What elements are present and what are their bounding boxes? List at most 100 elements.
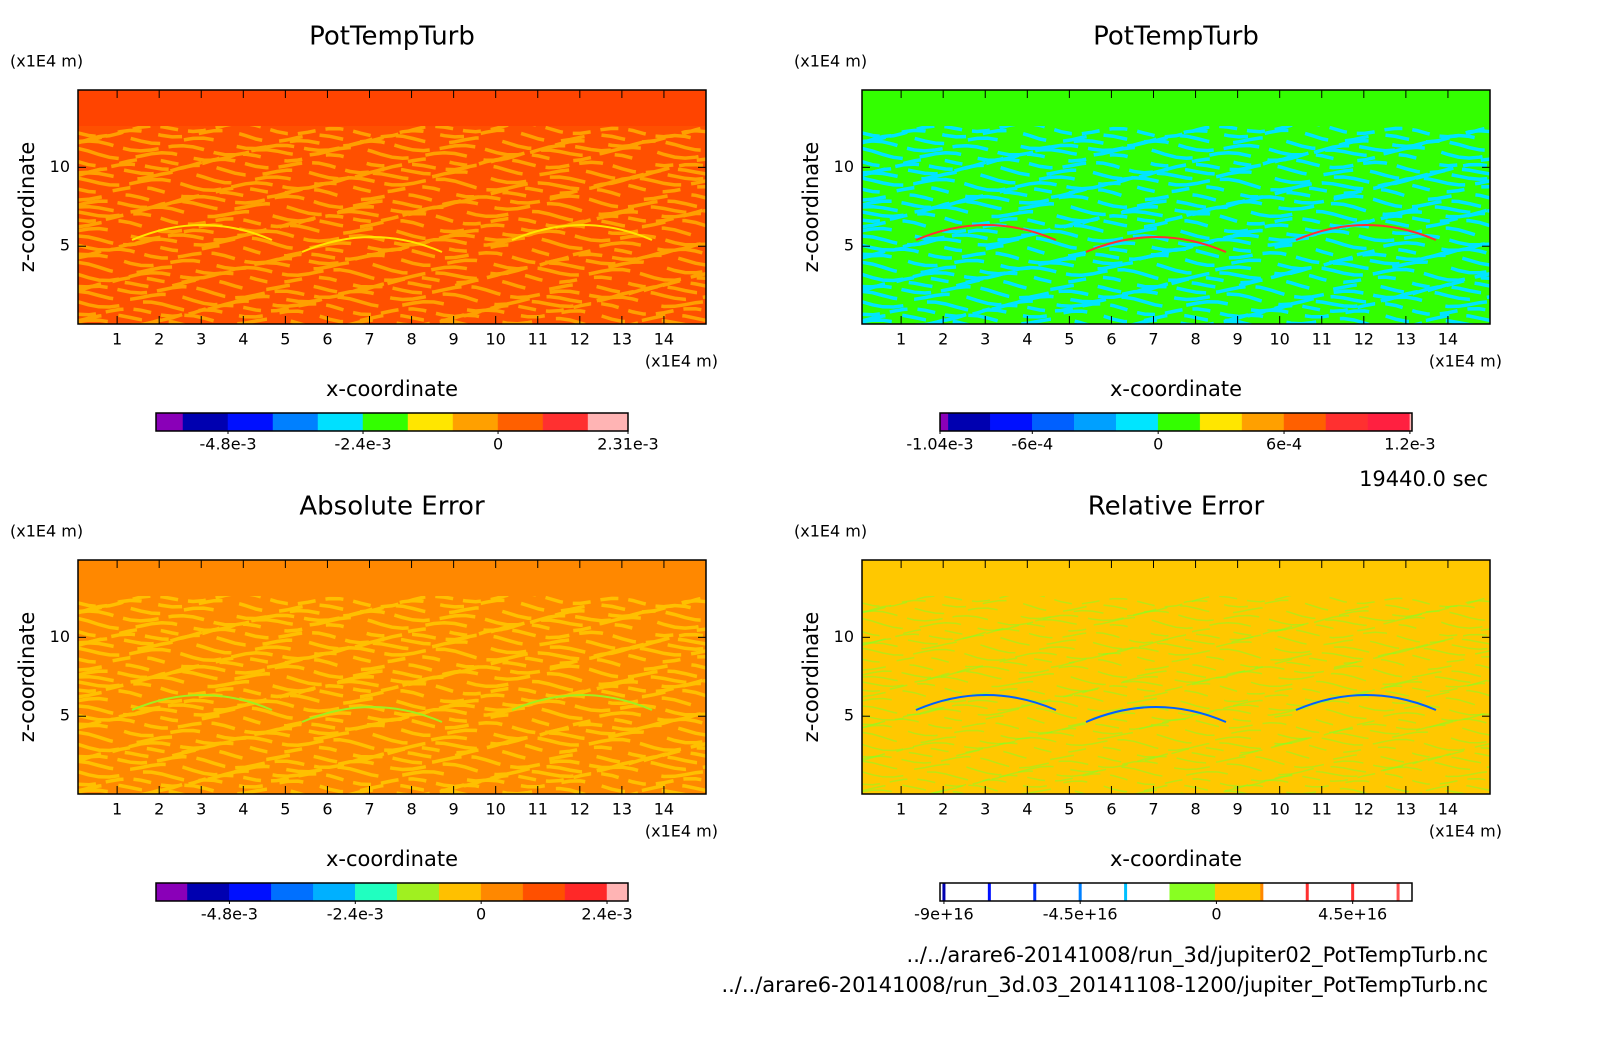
colorbar-tick-label: 4.5e+16 (1318, 905, 1387, 924)
field-stripe (78, 199, 706, 217)
field-stripe (862, 755, 1490, 769)
field-feature (301, 236, 443, 253)
colorbar-segment (480, 882, 524, 902)
plot-frame (861, 559, 1491, 795)
x-tick-label: 4 (1022, 800, 1032, 819)
colorbar-segment (1241, 412, 1285, 432)
chart-title: Absolute Error (299, 492, 485, 522)
field-stripe (862, 742, 1490, 758)
field-stripe (78, 765, 706, 783)
field-stripe (862, 760, 1490, 776)
colorbar-tick-label: -2.4e-3 (335, 435, 392, 454)
field-stripe (78, 664, 706, 680)
x-tick-label: 1 (112, 330, 122, 349)
y-axis-label: z-coordinate (799, 142, 823, 273)
field-stripe (862, 647, 1490, 661)
colorbar-frame (155, 882, 629, 902)
field-stripe (862, 610, 1490, 626)
x-tick-label: 3 (196, 800, 206, 819)
field-stripe (78, 170, 706, 187)
colorbar-tick-label: 0 (1211, 905, 1221, 924)
field-top (78, 560, 706, 596)
x-tick-label: 8 (1190, 800, 1200, 819)
field-stripe (862, 247, 1490, 265)
y-unit: (x1E4 m) (794, 522, 867, 541)
field-stripe (78, 145, 706, 163)
colorbar-segment (1352, 883, 1399, 901)
field-stripe (78, 640, 706, 657)
x-tick-label: 11 (1312, 330, 1332, 349)
colorbar-segment (155, 882, 188, 902)
x-tick-label: 10 (486, 330, 506, 349)
x-tick-label: 9 (449, 330, 459, 349)
field-feature (511, 694, 653, 711)
x-tick-label: 11 (528, 800, 548, 819)
field-stripe (862, 139, 1490, 157)
colorbar-segment (229, 882, 272, 902)
field-stripe (862, 194, 1490, 210)
x-unit: (x1E4 m) (1429, 352, 1502, 371)
x-tick-label: 12 (1354, 330, 1374, 349)
x-tick-label: 6 (1106, 800, 1116, 819)
colorbar-tick-label: 0 (476, 905, 486, 924)
y-axis-label: z-coordinate (15, 612, 39, 743)
field-stripe (78, 265, 706, 283)
field-stripe (862, 253, 1490, 271)
x-tick-label: 1 (896, 800, 906, 819)
field-feature (301, 706, 443, 723)
colorbar-segment (271, 882, 314, 902)
field-stripe (862, 634, 1490, 650)
x-tick-label: 11 (1312, 800, 1332, 819)
field-stripe (78, 730, 706, 746)
x-tick-label: 10 (1270, 330, 1290, 349)
y-tick-label: 5 (844, 706, 854, 725)
field-stripe (862, 670, 1490, 686)
x-tick-label: 13 (612, 800, 632, 819)
x-tick-label: 4 (238, 330, 248, 349)
y-unit: (x1E4 m) (10, 522, 83, 541)
field-stripe (862, 163, 1490, 181)
x-tick-label: 7 (364, 800, 374, 819)
x-tick-label: 6 (1106, 330, 1116, 349)
field-stripe (862, 682, 1490, 698)
x-tick-label: 7 (364, 330, 374, 349)
colorbar-segment (1398, 883, 1412, 901)
field-stripe (862, 736, 1490, 752)
colorbar-tick-label: -2.4e-3 (327, 905, 384, 924)
colorbar-segment (182, 412, 229, 432)
x-tick-label: 4 (1022, 330, 1032, 349)
x-unit: (x1E4 m) (645, 352, 718, 371)
field-stripe (862, 766, 1490, 782)
field-feature (915, 224, 1057, 241)
field-stripe (78, 139, 706, 157)
y-tick-label: 10 (834, 627, 854, 646)
time-label: 19440.0 sec (1359, 467, 1488, 491)
field-stripe (862, 301, 1490, 319)
x-tick-label: 11 (528, 330, 548, 349)
colorbar-segment (1074, 412, 1117, 432)
colorbar-segment (438, 882, 482, 902)
colorbar-segment (1157, 412, 1201, 432)
field-stripe (862, 170, 1490, 187)
colorbar-segment (948, 412, 991, 432)
colorbar-tick-label: 6e-4 (1266, 435, 1302, 454)
colorbar-segment (362, 412, 409, 432)
colorbar-tick-label: -9e+16 (914, 905, 974, 924)
x-tick-label: 14 (1438, 330, 1458, 349)
colorbar-segment (355, 882, 398, 902)
field-stripe (862, 121, 1490, 139)
colorbar-segment (587, 412, 629, 432)
contour-field (862, 90, 1490, 324)
field-stripe (862, 229, 1490, 247)
field-stripe (78, 754, 706, 770)
colorbar-segment (407, 412, 454, 432)
colorbar-segment (317, 412, 364, 432)
field-top (862, 560, 1490, 596)
y-unit: (x1E4 m) (10, 52, 83, 71)
y-tick-label: 5 (60, 706, 70, 725)
colorbar-tick-label: -4.5e+16 (1043, 905, 1118, 924)
colorbar-segment (522, 882, 566, 902)
x-tick-label: 3 (196, 330, 206, 349)
contour-field (78, 90, 706, 324)
